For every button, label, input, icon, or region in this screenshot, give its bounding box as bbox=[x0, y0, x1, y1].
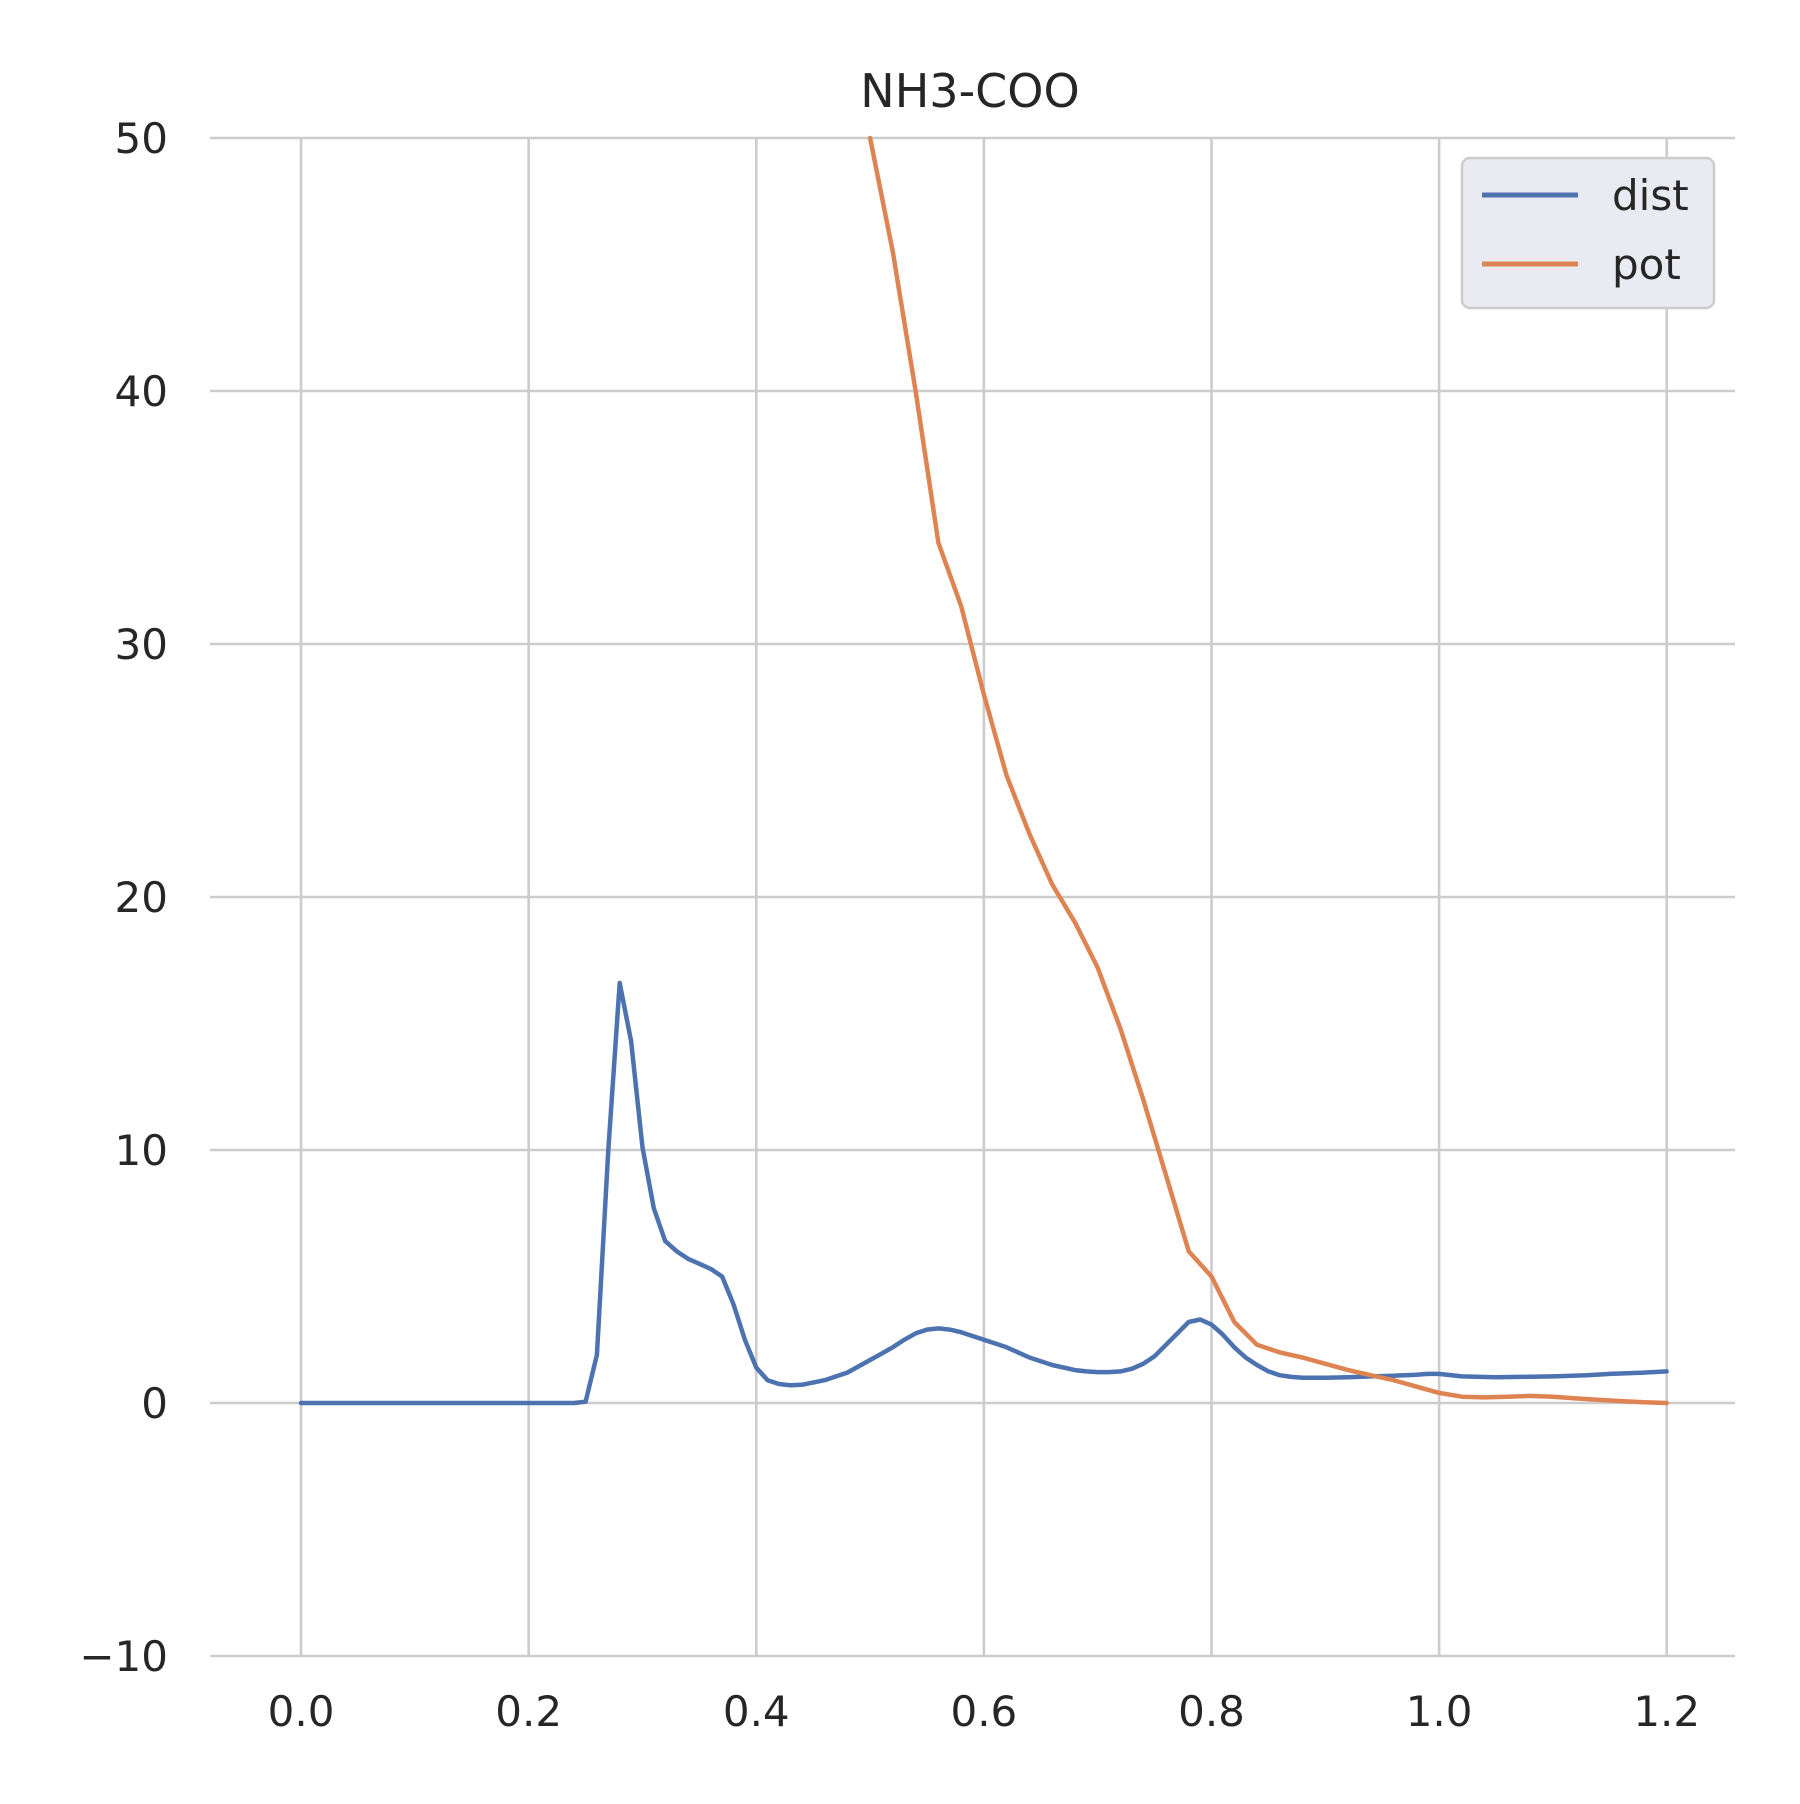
legend-label-dist: dist bbox=[1612, 171, 1689, 220]
x-tick-label: 0.4 bbox=[723, 1687, 790, 1736]
tick-labels: 0.0 0.2 0.4 0.6 0.8 1.0 1.2 −10 0 10 20 30 40 50 bbox=[79, 114, 1700, 1736]
legend: dist pot bbox=[1460, 156, 1716, 310]
y-tick-label: 40 bbox=[115, 367, 168, 416]
y-tick-label: 0 bbox=[141, 1379, 168, 1428]
y-tick-label: 30 bbox=[115, 620, 168, 669]
series-lines bbox=[298, 135, 1669, 1406]
x-tick-label: 1.0 bbox=[1406, 1687, 1473, 1736]
x-tick-label: 0.6 bbox=[950, 1687, 1017, 1736]
x-tick-label: 0.0 bbox=[268, 1687, 335, 1736]
y-tick-label: 20 bbox=[115, 873, 168, 922]
y-tick-label: 50 bbox=[115, 114, 168, 163]
chart-title: NH3-COO bbox=[860, 64, 1079, 118]
x-tick-label: 0.2 bbox=[495, 1687, 562, 1736]
y-tick-label: −10 bbox=[79, 1632, 168, 1681]
x-tick-label: 0.8 bbox=[1178, 1687, 1245, 1736]
series-line-pot bbox=[867, 135, 1669, 1406]
legend-label-pot: pot bbox=[1612, 240, 1681, 289]
x-tick-label: 1.2 bbox=[1633, 1687, 1700, 1736]
grid bbox=[210, 136, 1735, 1658]
y-tick-label: 10 bbox=[115, 1126, 168, 1175]
